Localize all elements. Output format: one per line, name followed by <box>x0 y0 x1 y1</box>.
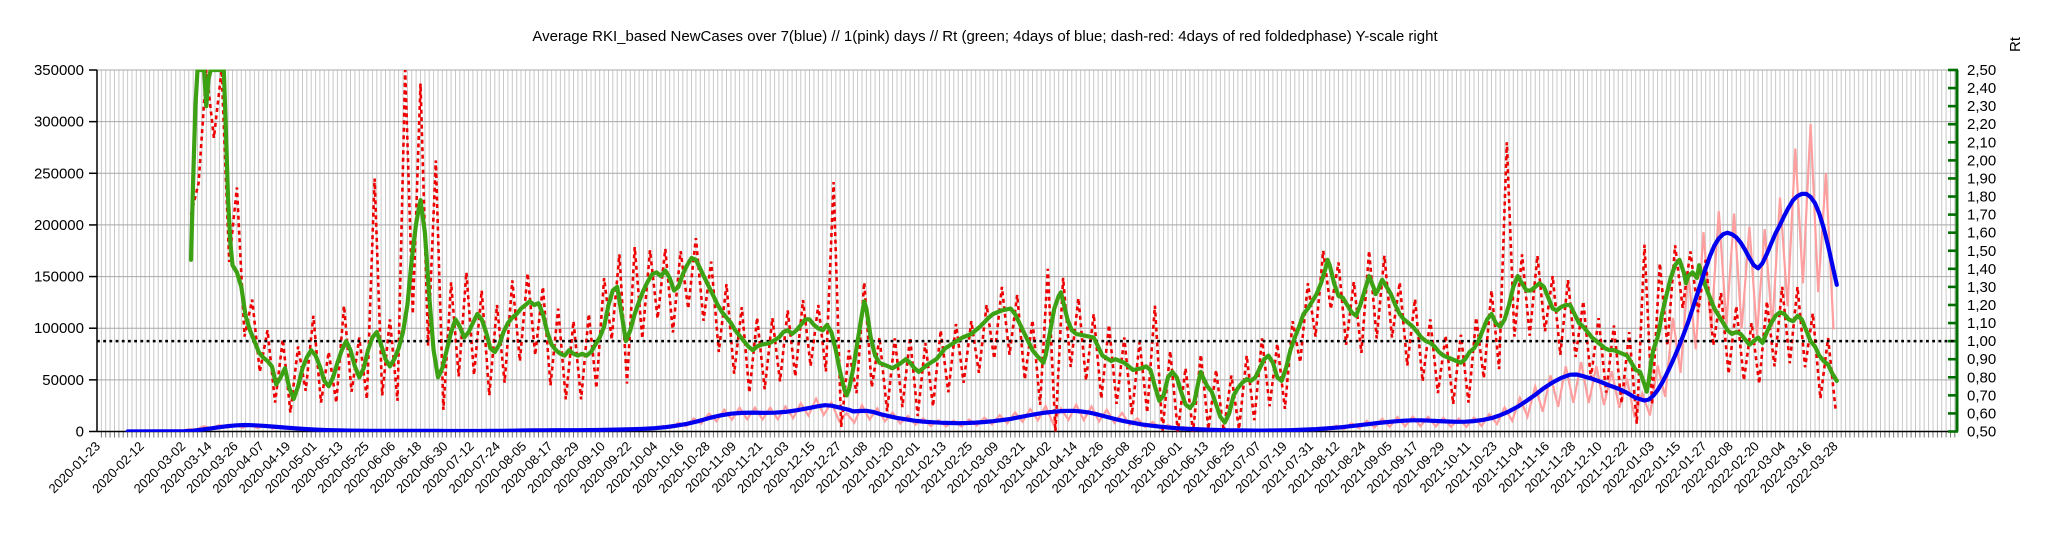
data-series <box>97 69 1957 432</box>
y-right-tick-label: 1,00 <box>1967 333 1996 350</box>
y-right-tick-label: 1,60 <box>1967 225 1996 242</box>
y-right-tick-label: 0,90 <box>1967 351 1996 368</box>
y-right-tick-label: 1,70 <box>1967 207 1996 224</box>
y-right-tick-label: 2,30 <box>1967 98 1996 115</box>
y-right-tick-label: 1,30 <box>1967 279 1996 296</box>
y-left-tick-label: 200000 <box>34 217 84 234</box>
x-axis-labels: 2020-01-232020-02-122020-03-022020-03-14… <box>45 439 1840 497</box>
plot-gridlines <box>97 69 1957 438</box>
chart-title: Average RKI_based NewCases over 7(blue) … <box>532 28 1438 45</box>
y-left-tick-label: 0 <box>76 424 84 441</box>
y-left-tick-label: 100000 <box>34 320 84 337</box>
series-rt-green <box>188 69 1839 425</box>
y-right-tick-label: 2,50 <box>1967 62 1996 79</box>
y-right-tick-label: 1,40 <box>1967 261 1996 278</box>
y-right-tick-label: 2,20 <box>1967 116 1996 133</box>
y-left-tick-label: 150000 <box>34 269 84 286</box>
axes: 0 50000 100000 150000 200000 250000 300000 3500… <box>34 36 2024 440</box>
y-right-tick-label: 1,20 <box>1967 297 1996 314</box>
y-right-tick-label: 2,40 <box>1967 80 1996 97</box>
series-rt-red-dashed <box>189 69 1837 432</box>
series-new-cases-7day-blue <box>125 191 1839 432</box>
y-left-tick-label: 250000 <box>34 165 84 182</box>
y-left-tick-label: 300000 <box>34 114 84 131</box>
y-right-tick-label: 1,10 <box>1967 315 1996 332</box>
y-right-tick-label: 0,70 <box>1967 387 1996 404</box>
y-right-tick-label: 2,00 <box>1967 152 1996 169</box>
y-right-tick-label: 0,50 <box>1967 424 1996 441</box>
y-right-tick-label: 1,80 <box>1967 189 1996 206</box>
y-right-tick-label: 0,60 <box>1967 405 1996 422</box>
y-left-tick-label: 50000 <box>42 372 84 389</box>
y-right-axis-title: Rt <box>2007 36 2024 52</box>
y-right-tick-label: 2,10 <box>1967 134 1996 151</box>
y-right-tick-label: 0,80 <box>1967 369 1996 386</box>
y-left-tick-label: 350000 <box>34 62 84 79</box>
y-right-tick-label: 1,50 <box>1967 243 1996 260</box>
y-right-tick-label: 1,90 <box>1967 170 1996 187</box>
